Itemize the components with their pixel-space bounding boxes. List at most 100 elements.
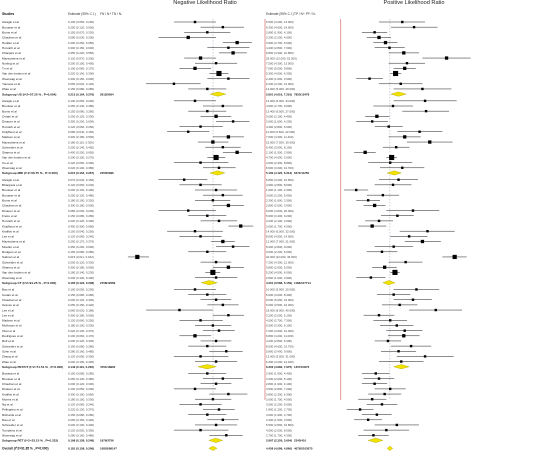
right-study-estimate: 3.200 (2.000, 5.100) <box>266 313 292 317</box>
subgroup-label: Subgroup CT (I^2=91.25 % , P=0.000) <box>2 281 56 285</box>
study-label: Mazzotterra et al <box>2 140 25 144</box>
left-study-marker <box>193 66 197 70</box>
left-summary-diamond <box>209 91 227 97</box>
left-study-marker <box>187 130 190 133</box>
left-study-estimate: 0.280 (0.160, 0.480) <box>68 349 94 353</box>
left-study-estimate: 0.400 (0.250, 0.650) <box>68 41 94 45</box>
left-study-marker <box>211 140 215 144</box>
right-study-estimate: 9.300 (4.600, 19.000) <box>266 25 294 29</box>
left-study-marker <box>206 413 209 416</box>
right-study-marker <box>370 398 374 401</box>
right-study-estimate: 11.000 (5.600, 22.000) <box>266 130 295 134</box>
left-study-estimate: 0.120 (0.060, 0.250) <box>68 125 94 129</box>
right-study-estimate: 3.200 (2.100, 4.900) <box>266 219 292 223</box>
left-study-marker <box>214 276 218 279</box>
right-summary-diamond <box>382 280 396 286</box>
left-study-marker <box>199 235 202 238</box>
right-study-marker <box>421 87 424 91</box>
right-study-marker <box>405 62 409 65</box>
right-study-marker <box>423 355 427 358</box>
left-study-estimate: 0.200 (0.100, 0.400) <box>68 360 94 364</box>
right-study-marker <box>372 203 377 208</box>
left-study-marker <box>206 250 209 253</box>
right-study-marker <box>370 120 374 123</box>
left-study-marker <box>178 308 181 312</box>
study-label: Zhao et al <box>2 360 16 364</box>
left-subgroup-count: 2450/5996 <box>100 171 114 175</box>
right-study-estimate: 2.600 (1.600, 4.200) <box>266 120 292 124</box>
right-study-estimate: 13.000 (5.500, 31.000) <box>266 355 295 359</box>
right-study-marker <box>395 324 398 327</box>
study-label: Xu et al <box>2 161 13 165</box>
study-label: Schneider et al <box>2 145 23 149</box>
right-study-estimate: 3.500 (2.200, 5.600) <box>266 250 292 254</box>
study-label: Rodgers et al <box>2 250 21 254</box>
right-study-marker <box>375 114 379 118</box>
study-label: Woerwag et al <box>2 433 22 437</box>
right-study-estimate: 10.000 (5.000, 20.000) <box>266 288 295 292</box>
left-study-estimate: 0.250 (0.150, 0.420) <box>68 303 94 307</box>
right-study-estimate: 13.000 (5.000, 34.000) <box>266 99 295 103</box>
left-study-marker <box>193 288 197 291</box>
right-study-marker <box>366 418 370 421</box>
study-label: Dinauer et al <box>2 387 20 391</box>
right-study-marker <box>397 178 400 181</box>
left-study-estimate: 0.015 (0.011, 0.022) <box>68 255 94 259</box>
right-study-estimate: 12.000 (5.000, 29.000) <box>266 87 295 91</box>
right-study-estimate: 15.000 (7.500, 30.000) <box>266 140 295 144</box>
right-study-estimate: 8.500 (4.600, 15.700) <box>266 344 294 348</box>
right-study-marker <box>366 199 370 202</box>
study-label: Olan et al <box>2 329 16 333</box>
left-study-marker <box>206 31 209 34</box>
right-study-marker <box>375 413 379 416</box>
study-label: Brauwa et al <box>2 372 20 376</box>
study-label: Norling et al <box>2 61 19 65</box>
study-label: Mazzotterra et al <box>2 240 25 244</box>
right-study-estimate: 7.000 (4.000, 12.000) <box>266 329 294 333</box>
right-study-marker <box>402 51 406 55</box>
left-study-marker <box>221 303 225 307</box>
right-summary-diamond <box>390 91 407 97</box>
study-label: Yamane et al <box>2 82 20 86</box>
left-summary-diamond <box>208 437 224 443</box>
right-study-estimate: 2.800 (2.000, 3.900) <box>266 204 292 208</box>
left-study-estimate: 0.220 (0.130, 0.370) <box>68 329 94 333</box>
left-study-marker <box>235 150 239 154</box>
subgroup-label: Subgroup MRI (I^2=66.75 % , P=0.000) <box>2 171 58 175</box>
studies-header: Studies <box>2 12 14 16</box>
left-study-estimate: 0.050 (0.020, 0.120) <box>68 82 94 86</box>
right-study-estimate: 2.900 (1.900, 4.400) <box>266 372 292 376</box>
right-study-estimate: 6.800 (4.300, 10.800) <box>266 51 294 55</box>
right-study-marker <box>398 303 401 307</box>
left-study-marker <box>186 35 190 40</box>
left-study-estimate: 0.200 (0.150, 0.270) <box>68 156 94 160</box>
right-study-marker <box>388 46 391 49</box>
left-study-estimate: 0.250 (0.130, 0.480) <box>68 104 94 108</box>
left-study-estimate: 0.070 (0.030, 0.150) <box>68 178 94 182</box>
left-study-estimate: 0.120 (0.060, 0.240) <box>68 183 94 187</box>
left-study-marker <box>199 125 202 128</box>
left-study-estimate: 0.150 (0.080, 0.280) <box>68 250 94 254</box>
right-subgroup-estimate: 2.897 (2.329, 3.604) <box>266 439 292 443</box>
study-label: Bhargava et al <box>2 183 22 187</box>
right-study-estimate: 3.900 (2.700, 5.600) <box>266 41 292 45</box>
study-label: Alvaglo et al <box>2 178 19 182</box>
right-overall-estimate: 4.458 (4.089, 4.860) <box>266 447 292 451</box>
right-study-marker <box>389 154 395 161</box>
right-study-estimate: 4.300 (2.800, 6.600) <box>266 125 292 129</box>
left-study-estimate: 0.180 (0.100, 0.330) <box>68 397 94 401</box>
study-label: Freire et al <box>2 214 17 218</box>
study-label: Alvaglo et al <box>2 20 19 24</box>
right-study-estimate: 5.000 (3.000, 8.300) <box>266 293 292 297</box>
right-study-marker <box>404 260 407 264</box>
right-study-estimate: 4.500 (2.300, 8.800) <box>266 161 292 165</box>
study-label: Ng et al <box>2 403 13 407</box>
left-study-marker <box>172 82 176 85</box>
study-label: Rau et al <box>2 418 15 422</box>
right-study-marker <box>386 339 390 343</box>
left-study-estimate: 0.180 (0.100, 0.330) <box>68 324 94 328</box>
left-study-marker <box>211 398 215 401</box>
right-study-estimate: 5.800 (3.200, 10.500) <box>266 178 294 182</box>
